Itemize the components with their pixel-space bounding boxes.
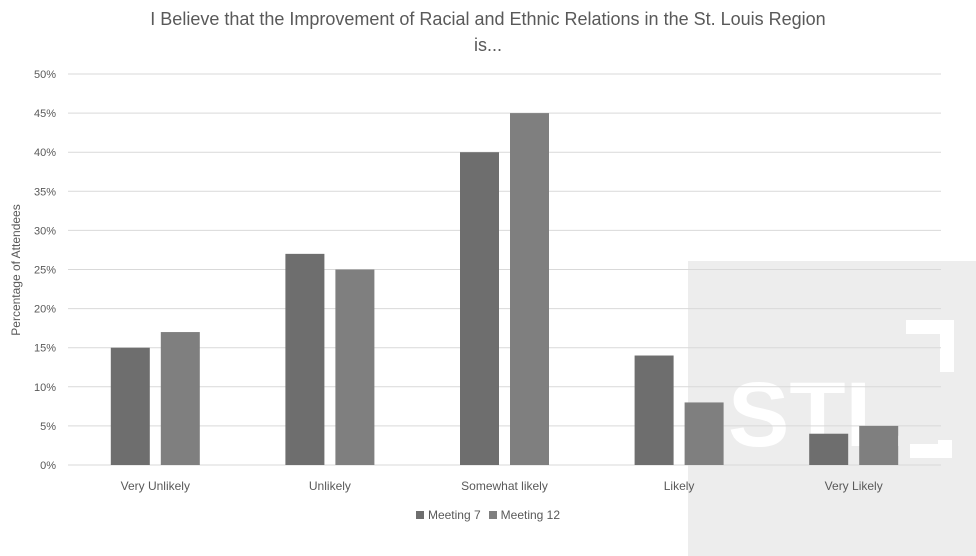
legend-label-meeting-12: Meeting 12: [500, 508, 561, 522]
x-category-label: Unlikely: [309, 479, 351, 493]
x-category-label: Very Unlikely: [121, 479, 190, 493]
legend-swatch-meeting-7: [415, 511, 424, 519]
y-tick-label: 10%: [34, 382, 56, 394]
gridlines: [68, 73, 941, 466]
bar-meeting-12-somewhat-likely: [510, 113, 549, 465]
y-axis-label: Percentage of Attendees: [9, 204, 23, 335]
bar-meeting-12-very-likely: [859, 425, 899, 465]
bar-meeting-7-somewhat-likely: [460, 152, 499, 465]
legend-item-meeting-12: Meeting 12: [488, 508, 561, 522]
y-tick-label: 30%: [34, 225, 56, 237]
x-category-label: Very Likely: [825, 479, 883, 493]
bar-meeting-7-likely: [634, 355, 674, 465]
watermark-panel: [688, 261, 976, 556]
y-axis-ticks: 0% 5% 10% 15% 20% 25% 30% 35% 40% 45% 50%: [34, 69, 56, 472]
legend-item-meeting-7: Meeting 7: [415, 508, 481, 522]
legend: Meeting 7 Meeting 12: [0, 508, 976, 522]
x-category-label: Somewhat likely: [461, 479, 548, 493]
bar-meeting-12-unlikely: [335, 269, 375, 465]
y-tick-label: 35%: [34, 186, 56, 198]
bar-meeting-7-unlikely: [285, 253, 325, 465]
y-tick-label: 50%: [34, 69, 56, 81]
y-tick-label: 45%: [34, 108, 56, 120]
y-tick-label: 25%: [34, 265, 56, 277]
legend-swatch-meeting-12: [488, 511, 497, 519]
y-tick-label: 40%: [34, 147, 56, 159]
legend-label-meeting-7: Meeting 7: [427, 508, 481, 522]
x-category-label: Likely: [664, 479, 695, 493]
y-tick-label: 15%: [34, 343, 56, 355]
bar-meeting-12-very-unlikely: [160, 332, 200, 465]
bar-meeting-7-very-unlikely: [110, 347, 150, 465]
y-tick-label: 20%: [34, 304, 56, 316]
chart-title-line-2: is...: [473, 35, 502, 55]
bar-meeting-12-likely: [684, 402, 724, 465]
chart-title: I Believe that the Improvement of Racial…: [0, 6, 976, 58]
y-tick-label: 5%: [40, 421, 56, 433]
bar-meeting-7-very-likely: [809, 433, 849, 465]
y-tick-label: 0%: [40, 460, 56, 472]
bars: [110, 113, 899, 465]
chart-title-line-1: I Believe that the Improvement of Racial…: [150, 9, 826, 29]
x-axis-categories: Very Unlikely Unlikely Somewhat likely Like…: [121, 479, 883, 493]
